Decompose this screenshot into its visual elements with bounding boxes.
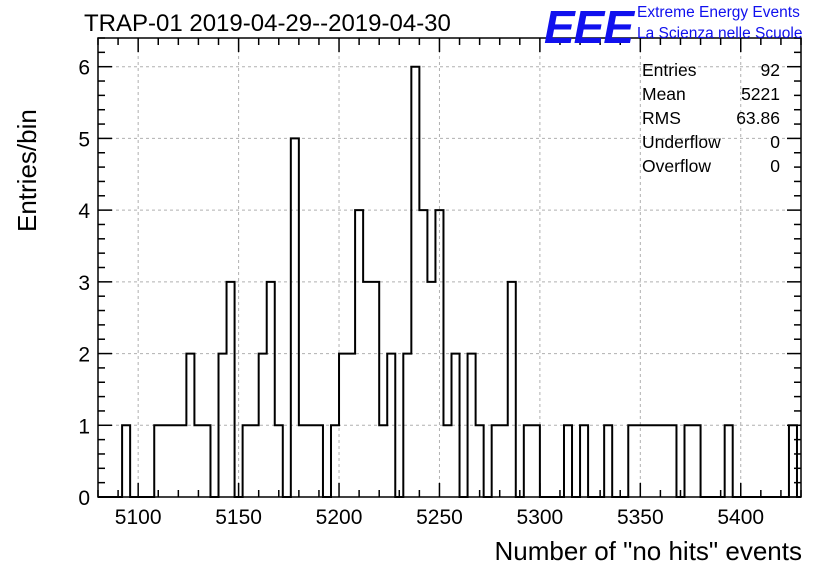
histogram-bin: [660, 425, 668, 497]
stat-label: Underflow: [642, 132, 721, 152]
stat-value: 0: [770, 156, 780, 176]
y-tick-label: 5: [78, 128, 90, 151]
histogram-bin: [162, 425, 170, 497]
y-tick-label: 4: [78, 200, 90, 223]
stat-row-entries: Entries 92: [642, 58, 780, 82]
x-tick-label: 5200: [316, 506, 363, 529]
histogram-bin: [644, 425, 652, 497]
histogram-bin: [275, 425, 283, 497]
histogram-bin: [580, 425, 588, 497]
histogram-bin: [299, 425, 307, 497]
histogram-bin: [789, 425, 797, 497]
stat-value: 5221: [741, 84, 780, 104]
x-axis-label: Number of "no hits" events: [494, 536, 803, 566]
histogram-bin: [178, 425, 186, 497]
histogram-bin: [243, 425, 251, 497]
y-tick-label: 0: [78, 487, 90, 510]
histogram-bin: [476, 425, 484, 497]
stat-label: Overflow: [642, 156, 712, 176]
stat-value: 63.86: [736, 108, 780, 128]
x-tick-label: 5300: [517, 506, 564, 529]
histogram-bin: [170, 425, 178, 497]
stat-label: RMS: [642, 108, 681, 128]
y-tick-label: 1: [78, 415, 90, 438]
histogram-bin: [500, 425, 508, 497]
histogram-bin: [227, 282, 235, 497]
x-tick-label: 5100: [115, 506, 162, 529]
histogram-bin: [315, 425, 323, 497]
histogram-bin: [492, 425, 500, 497]
histogram-bin: [564, 425, 572, 497]
x-tick-label: 5150: [215, 506, 262, 529]
logo-caption: Extreme Energy Events La Scienza nelle S…: [637, 2, 802, 44]
histogram-bin: [725, 425, 733, 497]
histogram-bin: [379, 425, 387, 497]
stat-value: 0: [770, 132, 780, 152]
histogram-bin: [524, 425, 532, 497]
stats-box: Entries 92 Mean 5221 RMS 63.86 Underflow…: [642, 58, 780, 178]
histogram-bin: [652, 425, 660, 497]
y-tick-label: 6: [78, 57, 90, 80]
histogram-bin: [267, 282, 275, 497]
histogram-bin: [331, 425, 339, 497]
histogram-bin: [202, 425, 210, 497]
histogram-bin: [604, 425, 612, 497]
stat-row-underflow: Underflow 0: [642, 130, 780, 154]
stat-label: Entries: [642, 60, 697, 80]
x-tick-label: 5400: [717, 506, 764, 529]
histogram-bin: [427, 282, 435, 497]
histogram-bin: [628, 425, 636, 497]
histogram-bin: [443, 425, 451, 497]
histogram-bin: [693, 425, 701, 497]
x-tick-label: 5250: [416, 506, 463, 529]
stat-row-mean: Mean 5221: [642, 82, 780, 106]
eee-logo: EEE: [544, 1, 634, 53]
histogram-bin: [371, 282, 379, 497]
logo-line-1: Extreme Energy Events: [637, 4, 800, 21]
histogram-bin: [508, 282, 516, 497]
logo-line-2: La Scienza nelle Scuole: [637, 25, 803, 42]
stat-label: Mean: [642, 84, 686, 104]
histogram-bin: [291, 138, 299, 497]
histogram-bin: [251, 425, 259, 497]
stat-row-rms: RMS 63.86: [642, 106, 780, 130]
histogram-bin: [194, 425, 202, 497]
histogram-bin: [154, 425, 162, 497]
y-tick-label: 2: [78, 344, 90, 367]
y-axis-label: Entries/bin: [12, 109, 42, 232]
y-tick-label: 3: [78, 272, 90, 295]
histogram-bin: [532, 425, 540, 497]
stat-value: 92: [760, 60, 780, 80]
chart-title: TRAP-01 2019-04-29--2019-04-30: [84, 10, 451, 37]
histogram-bin: [307, 425, 315, 497]
histogram-bin: [668, 425, 676, 497]
histogram-bin: [363, 282, 371, 497]
histogram-bin: [122, 425, 130, 497]
x-tick-label: 5350: [617, 506, 664, 529]
histogram-bin: [685, 425, 693, 497]
stat-row-overflow: Overflow 0: [642, 154, 780, 178]
